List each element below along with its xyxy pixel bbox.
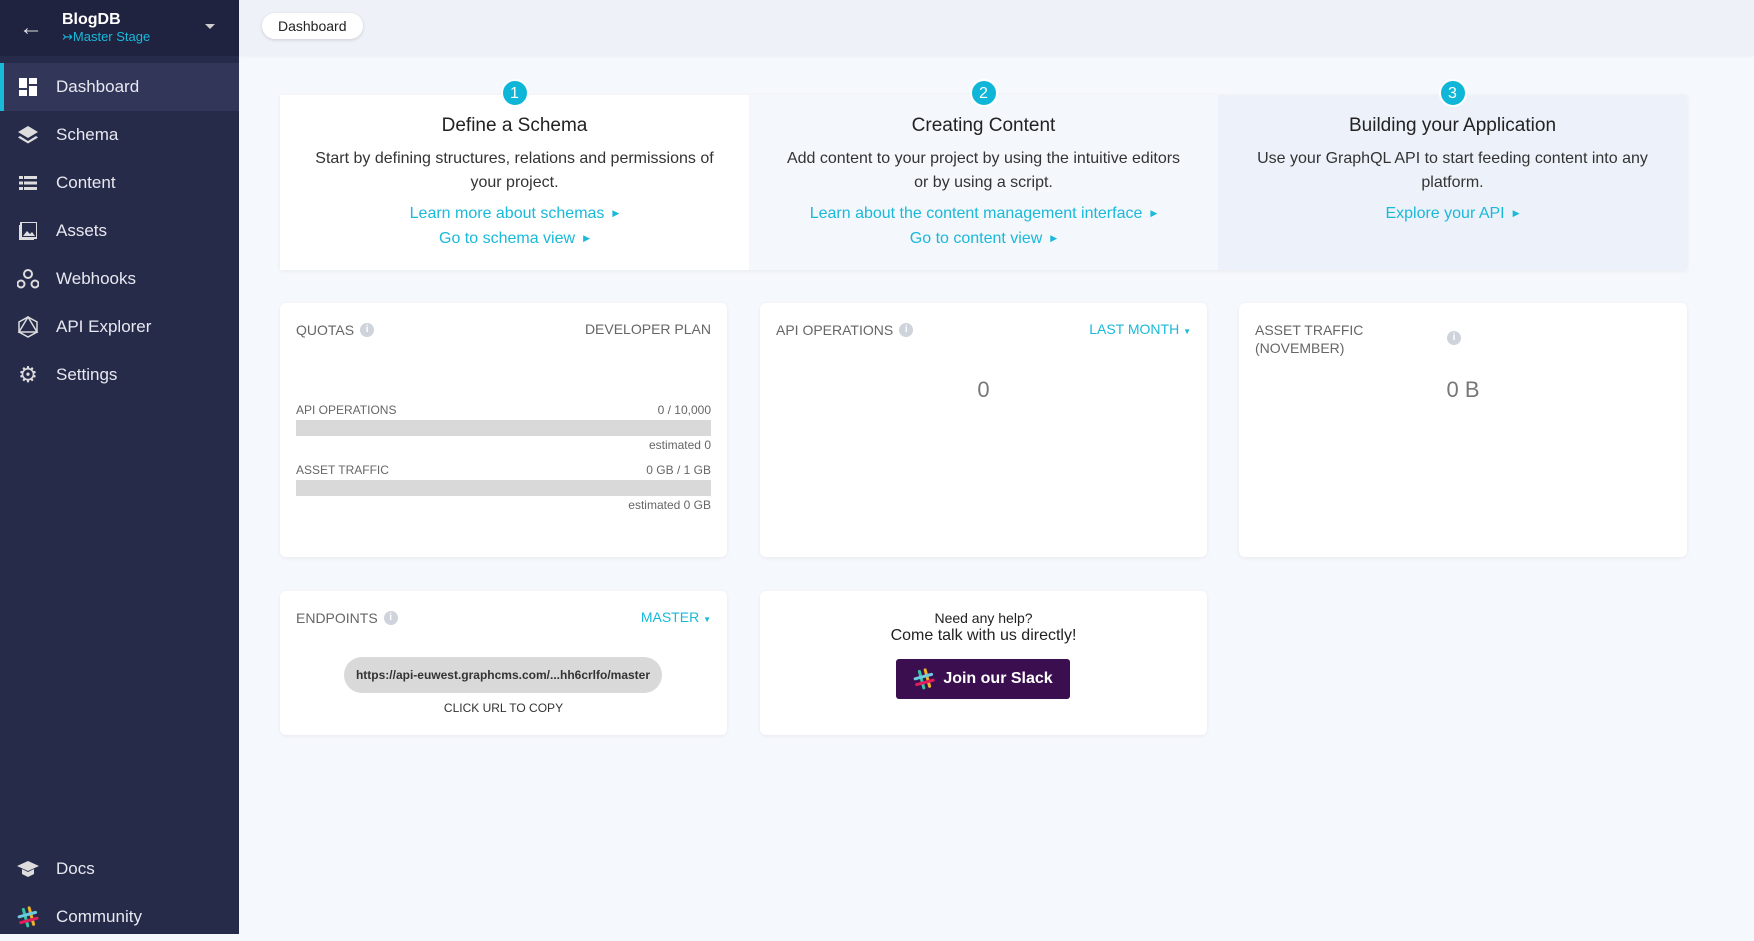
quotas-card: QUOTAS i DEVELOPER PLAN API OPERATIONS 0 /… — [280, 303, 727, 557]
step-number: 2 — [969, 79, 998, 107]
sidebar-item-label: API Explorer — [56, 317, 152, 336]
webhook-icon — [0, 269, 56, 289]
info-icon[interactable]: i — [1447, 331, 1461, 345]
gear-icon: ⚙ — [18, 362, 38, 387]
asset-traffic-card: ASSET TRAFFIC (NOVEMBER) i 0 B — [1239, 303, 1687, 557]
join-slack-button[interactable]: Join our Slack — [896, 659, 1070, 699]
step-number: 3 — [1438, 79, 1467, 107]
sidebar-item-label: Settings — [56, 365, 118, 384]
top-bar: Dashboard — [239, 0, 1754, 55]
api-operations-progress — [296, 420, 711, 436]
schema-view-link[interactable]: Go to schema view ▶ — [439, 230, 590, 247]
card-title: API OPERATIONS — [776, 322, 894, 338]
project-switcher[interactable]: ← BlogDB ↣Master Stage — [0, 0, 239, 56]
sidebar-item-dashboard[interactable]: Dashboard — [0, 63, 239, 111]
copy-hint: CLICK URL TO COPY — [443, 701, 564, 715]
slack-icon — [913, 668, 935, 690]
api-operations-card: API OPERATIONS i LAST MONTH ▼ 0 — [760, 303, 1207, 557]
sidebar-item-community[interactable]: Community — [0, 893, 239, 941]
step-body: Use your GraphQL API to start feeding co… — [1257, 150, 1648, 191]
step-number: 1 — [500, 79, 529, 107]
join-slack-label: Join our Slack — [943, 670, 1053, 687]
stage-dropdown[interactable]: MASTER ▼ — [640, 609, 711, 625]
image-icon — [0, 222, 56, 240]
range-dropdown[interactable]: LAST MONTH ▼ — [1089, 321, 1191, 337]
layers-icon — [0, 126, 56, 144]
caret-right-icon: ▶ — [612, 208, 620, 218]
sidebar-item-label: Webhooks — [56, 269, 137, 288]
sidebar-item-label: Content — [56, 173, 116, 192]
caret-down-icon: ▼ — [703, 615, 711, 624]
step-define-schema: 1 Define a Schema Start by defining stru… — [280, 79, 749, 270]
endpoints-card: ENDPOINTS i MASTER ▼ https://api-euwest.g… — [280, 591, 727, 735]
step-title: Define a Schema — [441, 115, 588, 136]
card-title: ASSET TRAFFIC (NOVEMBER) — [1255, 322, 1364, 356]
sidebar-item-label: Assets — [56, 221, 108, 240]
info-icon[interactable]: i — [383, 611, 398, 625]
caret-down-icon: ▼ — [1183, 327, 1191, 336]
breadcrumb[interactable]: Dashboard — [262, 13, 363, 39]
explore-api-link[interactable]: Explore your API ▶ — [1385, 205, 1520, 222]
plan-label: DEVELOPER PLAN — [584, 321, 711, 337]
quota-label: ASSET TRAFFIC — [296, 463, 389, 477]
sidebar: ← BlogDB ↣Master Stage Dashboard Schema … — [0, 0, 239, 934]
caret-right-icon: ▶ — [1050, 233, 1058, 243]
graphql-icon — [0, 316, 56, 338]
branch-icon: ↣ — [62, 29, 73, 44]
sidebar-item-label: Community — [56, 907, 142, 926]
chevron-down-icon[interactable] — [205, 24, 215, 29]
sidebar-item-api-explorer[interactable]: API Explorer — [0, 303, 239, 351]
learn-schemas-link[interactable]: Learn more about schemas ▶ — [409, 205, 620, 222]
sidebar-item-settings[interactable]: ⚙ Settings — [0, 351, 239, 399]
step-body: Add content to your project by using the… — [786, 150, 1181, 191]
help-line-2: Come talk with us directly! — [890, 627, 1077, 644]
quota-estimate: estimated 0 GB — [628, 498, 711, 512]
sidebar-item-label: Schema — [56, 125, 119, 144]
asset-traffic-progress — [296, 480, 711, 496]
step-creating-content: 2 Creating Content Add content to your p… — [749, 79, 1218, 270]
info-icon[interactable]: i — [899, 323, 914, 337]
caret-right-icon: ▶ — [1512, 208, 1520, 218]
sidebar-item-assets[interactable]: Assets — [0, 207, 239, 255]
endpoint-url[interactable]: https://api-euwest.graphcms.com/...hh6cr… — [344, 657, 662, 693]
dashboard-icon — [0, 78, 56, 96]
help-line-1: Need any help? — [934, 610, 1033, 626]
step-title: Creating Content — [911, 115, 1056, 136]
quota-estimate: estimated 0 — [648, 438, 711, 452]
slack-icon — [0, 906, 56, 928]
sidebar-item-schema[interactable]: Schema — [0, 111, 239, 159]
quota-value: 0 / 10,000 — [657, 403, 711, 417]
getting-started-steps: 1 Define a Schema Start by defining stru… — [280, 79, 1687, 270]
sidebar-item-content[interactable]: Content — [0, 159, 239, 207]
quota-value: 0 GB / 1 GB — [646, 463, 711, 477]
sidebar-item-label: Docs — [56, 859, 95, 878]
list-icon — [0, 176, 56, 190]
graduation-cap-icon — [0, 861, 56, 877]
sidebar-item-label: Dashboard — [56, 77, 140, 96]
caret-right-icon: ▶ — [583, 233, 590, 243]
sidebar-item-docs[interactable]: Docs — [0, 845, 239, 893]
quota-label: API OPERATIONS — [296, 403, 397, 417]
back-arrow-icon[interactable]: ← — [19, 14, 43, 41]
card-title: QUOTAS — [296, 322, 355, 338]
step-title: Building your Application — [1348, 115, 1557, 136]
api-operations-value: 0 — [977, 377, 990, 402]
step-building-app: 3 Building your Application Use your Gra… — [1218, 79, 1687, 270]
help-card: Need any help? Come talk with us directl… — [760, 591, 1207, 735]
caret-right-icon: ▶ — [1150, 208, 1158, 218]
step-body: Start by defining structures, relations … — [315, 150, 714, 191]
project-name: BlogDB — [62, 11, 121, 28]
learn-content-link[interactable]: Learn about the content management inter… — [809, 205, 1158, 222]
card-title: ENDPOINTS — [296, 610, 378, 626]
stage-name: Master Stage — [72, 29, 151, 44]
content-view-link[interactable]: Go to content view ▶ — [909, 230, 1058, 247]
sidebar-item-webhooks[interactable]: Webhooks — [0, 255, 239, 303]
info-icon[interactable]: i — [360, 323, 375, 337]
asset-traffic-value: 0 B — [1446, 377, 1480, 402]
